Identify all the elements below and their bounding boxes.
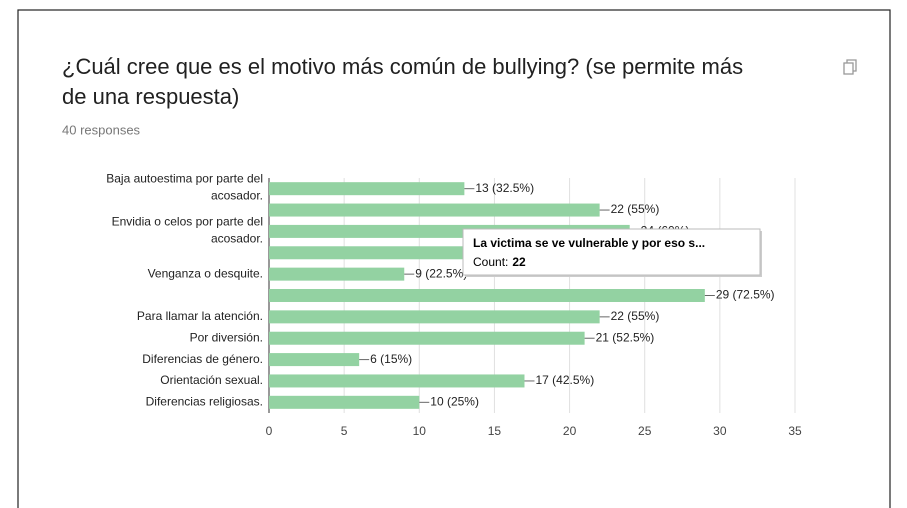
bar [269,310,600,324]
bar [269,182,465,196]
bar [269,203,600,217]
bar [269,374,525,388]
value-label: 22 (55%) [611,309,660,323]
tooltip-count: 22 [512,255,526,269]
subtitle: 40 responses [62,122,141,137]
bar [269,267,405,281]
value-label: 9 (22.5%) [415,266,467,280]
value-label: 10 (25%) [430,394,479,408]
value-label: 17 (42.5%) [535,373,594,387]
y-tick-label: Por diversión. [190,330,263,344]
tooltip-count-label: Count: [473,255,508,269]
y-tick-label: Envidia o celos por parte del acosador. [112,215,263,246]
copy-icon[interactable] [843,59,857,75]
chart-title: ¿Cuál cree que es el motivo más común de… [62,54,743,109]
x-tick-label: 30 [713,424,727,438]
x-tick-label: 25 [638,424,652,438]
bar [269,331,585,345]
value-label: 13 (32.5%) [475,181,534,195]
x-tick-label: 10 [413,424,427,438]
y-tick-label: Diferencias religiosas. [146,394,263,408]
x-tick-label: 0 [266,424,273,438]
value-label: 22 (55%) [611,202,660,216]
x-tick-label: 20 [563,424,577,438]
tooltip-box [462,228,761,276]
x-tick-label: 35 [788,424,802,438]
x-tick-label: 5 [341,424,348,438]
y-tick-label: Orientación sexual. [160,373,263,387]
y-tick-label: Para llamar la atención. [137,309,263,323]
tooltip-title: La victima se ve vulnerable y por eso s.… [473,236,705,250]
bar [269,395,420,409]
x-tick-label: 15 [488,424,502,438]
bar [269,289,705,302]
y-tick-label: Venganza o desquite. [148,266,263,280]
tooltip: La victima se ve vulnerable y por eso s.… [462,228,762,277]
value-label: 21 (52.5%) [596,330,655,344]
value-label: 6 (15%) [370,352,412,366]
value-label: 29 (72.5%) [716,288,775,302]
y-tick-label: Diferencias de género. [142,352,263,366]
bar [269,353,360,367]
y-tick-label: Baja autoestima por parte del acosador. [106,172,263,203]
